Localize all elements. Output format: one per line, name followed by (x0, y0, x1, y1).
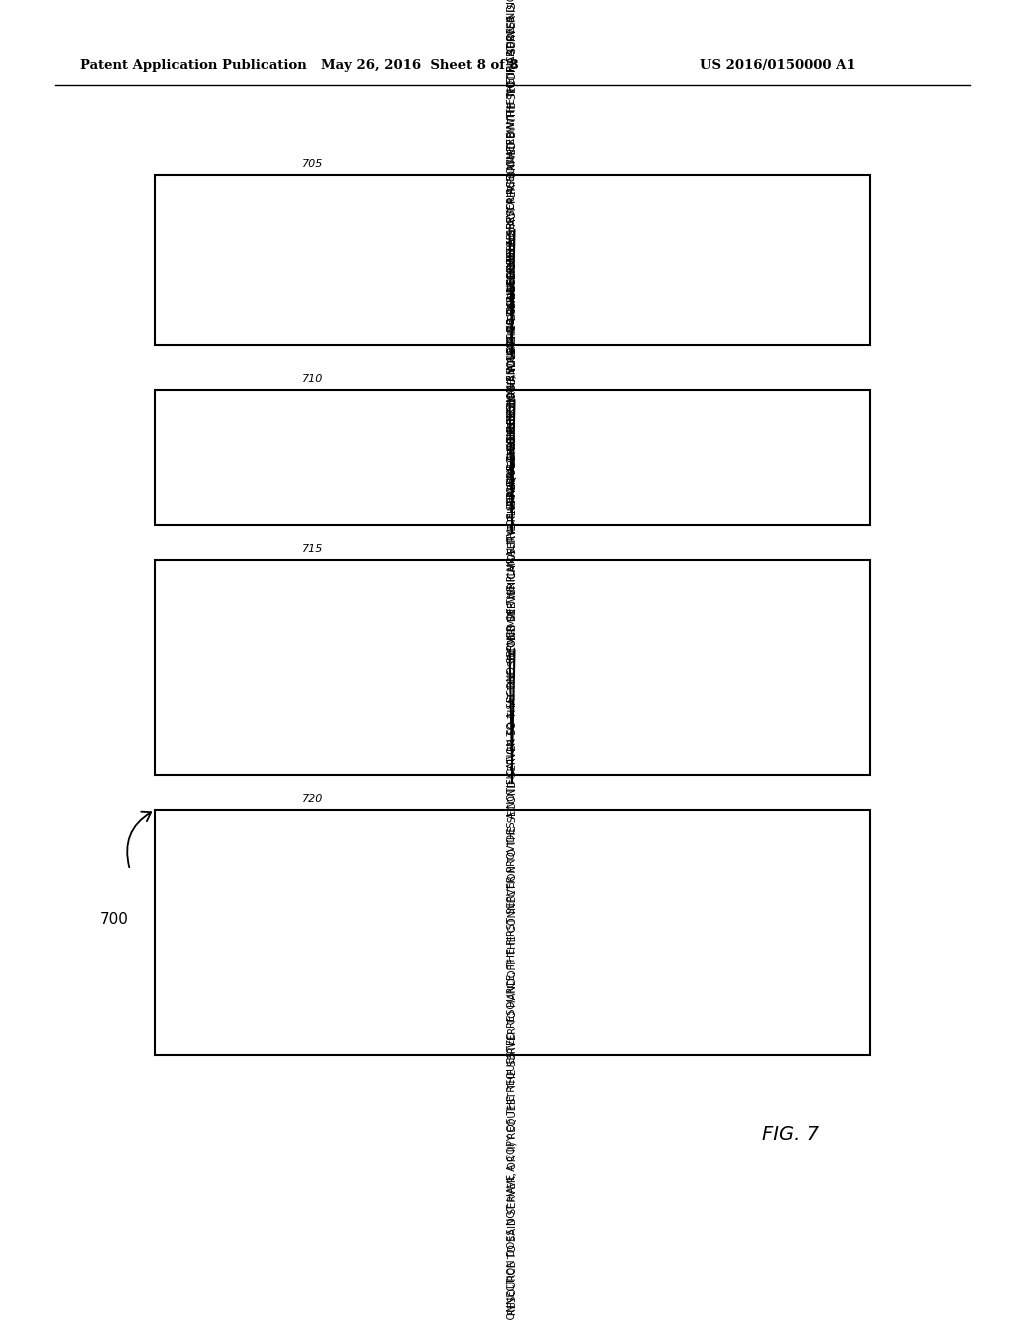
Text: 705: 705 (302, 158, 323, 169)
Text: RECEIVE A CONNECTION REQUEST TO CONNECT TO A SERVER ASSOCIATED WITH THE IP ADDRE: RECEIVE A CONNECTION REQUEST TO CONNECT … (508, 15, 517, 506)
Text: DETERMINE WHICH OF THE PLURALITY SERVERS IS TO HANDLE THE CONNECTION: DETERMINE WHICH OF THE PLURALITY SERVERS… (508, 255, 517, 660)
Text: IF A FIRST SERVER OF THE PLURALITY OF SERVERS THAT IS DETERMINED TO HANDLE THE C: IF A FIRST SERVER OF THE PLURALITY OF SE… (508, 0, 517, 1320)
Text: 715: 715 (302, 544, 323, 554)
FancyArrowPatch shape (127, 812, 152, 867)
Bar (155, 560, 870, 775)
Text: IN RESPONSE TO RECEIVING THE NOTIFICATION FROM THE FIRST SERVER, DETERMINE, BY T: IN RESPONSE TO RECEIVING THE NOTIFICATIO… (508, 0, 517, 1320)
Bar (155, 176, 870, 345)
Text: FIG. 7: FIG. 7 (762, 1126, 818, 1144)
Bar (155, 810, 870, 1055)
Bar (155, 389, 870, 525)
Text: 720: 720 (302, 795, 323, 804)
Text: Patent Application Publication: Patent Application Publication (80, 58, 307, 71)
Text: US 2016/0150000 A1: US 2016/0150000 A1 (700, 58, 856, 71)
Text: 700: 700 (100, 912, 129, 928)
Text: May 26, 2016  Sheet 8 of 8: May 26, 2016 Sheet 8 of 8 (322, 58, 519, 71)
Text: 710: 710 (302, 374, 323, 384)
